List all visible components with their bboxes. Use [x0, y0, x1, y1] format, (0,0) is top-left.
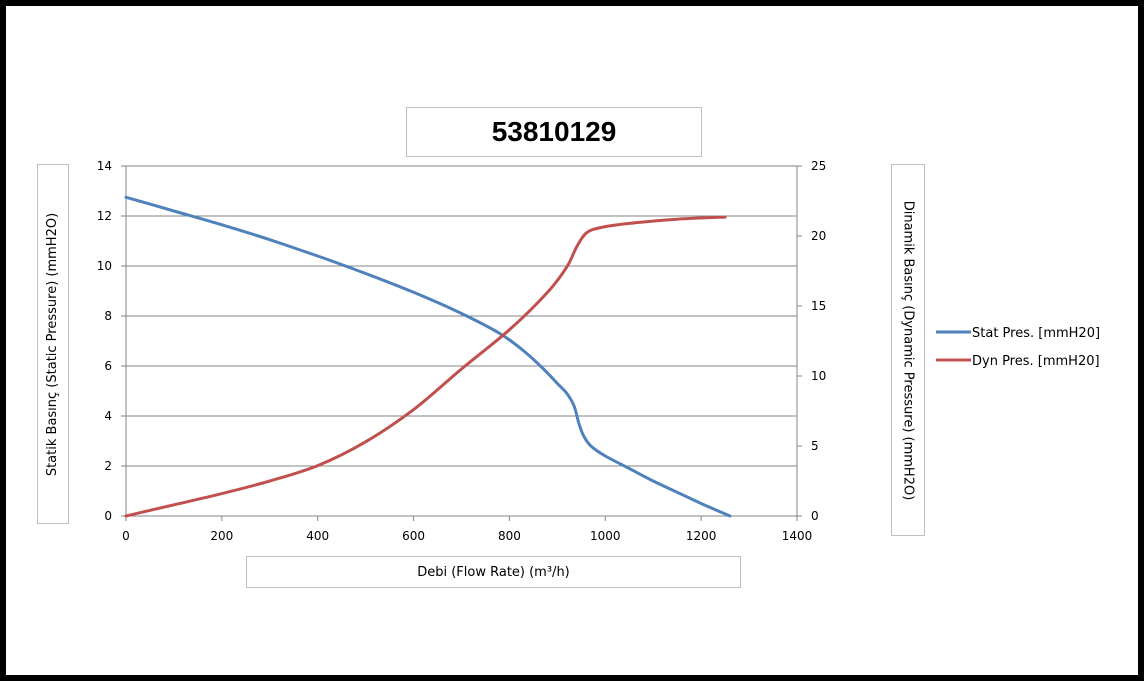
- left-y-tick-label: 12: [97, 209, 112, 223]
- right-y-tick-label: 20: [811, 229, 826, 243]
- series-line-2: [124, 215, 727, 518]
- x-tick-label: 800: [498, 529, 521, 543]
- x-tick-label: 200: [210, 529, 233, 543]
- left-y-tick-label: 6: [104, 359, 112, 373]
- right-y-tick-label: 10: [811, 369, 826, 383]
- x-tick-label: 400: [306, 529, 329, 543]
- x-tick-label: 0: [122, 529, 130, 543]
- left-y-tick-label: 14: [97, 159, 112, 173]
- legend-label-1: Stat Pres. [mmH20]: [972, 326, 1100, 341]
- left-y-tick-label: 4: [104, 409, 112, 423]
- left-y-tick-label: 0: [104, 509, 112, 523]
- right-y-tick-label: 15: [811, 299, 826, 313]
- right-y-axis-label-box: Dinamik Basınç (Dynamic Pressure) (mmH2O…: [891, 164, 925, 536]
- x-tick-label: 1400: [782, 529, 813, 543]
- right-y-tick-label: 25: [811, 159, 826, 173]
- left-y-tick-label: 10: [97, 259, 112, 273]
- left-y-tick-label: 8: [104, 309, 112, 323]
- series-line-1: [124, 195, 732, 518]
- left-y-tick-label: 2: [104, 459, 112, 473]
- x-tick-label: 600: [402, 529, 425, 543]
- right-y-tick-label: 0: [811, 509, 819, 523]
- x-tick-label: 1200: [686, 529, 717, 543]
- x-tick-label: 1000: [590, 529, 621, 543]
- legend-label-2: Dyn Pres. [mmH20]: [972, 354, 1100, 369]
- x-axis-label: Debi (Flow Rate) (m³/h): [417, 564, 570, 580]
- x-axis-label-box: Debi (Flow Rate) (m³/h): [246, 556, 741, 588]
- chart-title: 53810129: [406, 107, 702, 157]
- left-y-axis-label-box: Statik Basınç (Static Pressure) (mmH2O): [37, 164, 69, 524]
- right-y-tick-label: 5: [811, 439, 819, 453]
